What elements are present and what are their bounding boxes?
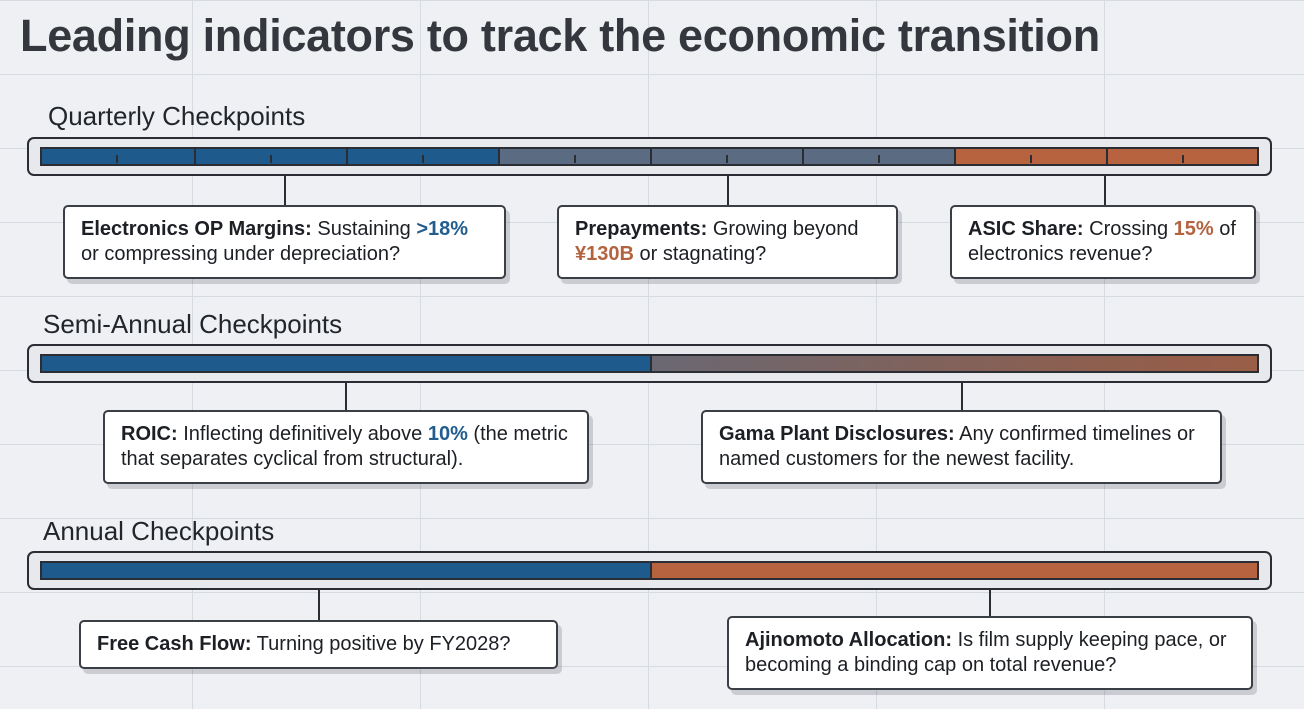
- annual-timeline-bar: [27, 551, 1272, 590]
- quarterly-tick: [878, 155, 880, 163]
- annual-connector-1: [318, 590, 320, 620]
- card-text: Is film supply keeping pace, or becoming…: [745, 629, 1227, 676]
- quarterly-segment-1: [42, 149, 194, 164]
- card-highlight-value: 15%: [1173, 218, 1214, 240]
- quarterly-segment-8: [1106, 149, 1257, 164]
- card-highlight-value: ¥130B: [575, 243, 634, 265]
- card-text: or compressing under depreciation?: [81, 243, 401, 265]
- quarterly-segment-7: [954, 149, 1106, 164]
- card-term: Prepayments:: [575, 218, 708, 240]
- card-text: Turning positive by FY2028?: [251, 633, 511, 655]
- quarterly-segment-4: [498, 149, 650, 164]
- quarterly-segment-2: [194, 149, 346, 164]
- quarterly-tick: [422, 155, 424, 163]
- semiannual-connector-1: [345, 383, 347, 411]
- ajinomoto-allocation-card: Ajinomoto Allocation: Is film supply kee…: [727, 616, 1253, 690]
- semiannual-track: [40, 354, 1259, 373]
- semiannual-timeline-bar: [27, 344, 1272, 383]
- quarterly-connector-1: [284, 176, 286, 206]
- annual-track: [40, 561, 1259, 580]
- quarterly-segment-6: [802, 149, 954, 164]
- quarterly-tick: [270, 155, 272, 163]
- quarterly-tick: [574, 155, 576, 163]
- quarterly-track: [40, 147, 1259, 166]
- annual-segment-2: [650, 563, 1257, 578]
- card-term: Ajinomoto Allocation:: [745, 629, 953, 651]
- card-text: or stagnating?: [633, 243, 767, 265]
- quarterly-tick: [726, 155, 728, 163]
- quarterly-timeline-bar: [27, 137, 1272, 176]
- card-text: Any confirmed timelines or named custome…: [719, 423, 1195, 470]
- quarterly-tick: [116, 155, 118, 163]
- electronics-op-margins-card: Electronics OP Margins: Sustaining >18% …: [63, 205, 506, 279]
- semiannual-section-label: Semi-Annual Checkpoints: [43, 309, 343, 339]
- card-term: Electronics OP Margins:: [81, 218, 312, 240]
- annual-connector-2: [989, 590, 991, 618]
- card-text: Sustaining: [311, 218, 417, 240]
- annual-section-label: Annual Checkpoints: [43, 516, 275, 546]
- semiannual-connector-2: [961, 383, 963, 411]
- quarterly-section-label: Quarterly Checkpoints: [48, 101, 306, 131]
- card-term: Gama Plant Disclosures:: [719, 423, 955, 445]
- page-title: Leading indicators to track the economic…: [20, 10, 1100, 61]
- card-text: Growing beyond: [707, 218, 859, 240]
- free-cash-flow-card: Free Cash Flow: Turning positive by FY20…: [79, 620, 558, 669]
- card-text: of electronics revenue?: [968, 218, 1236, 265]
- card-highlight-value: 10%: [427, 423, 468, 445]
- asic-share-card: ASIC Share: Crossing 15% of electronics …: [950, 205, 1256, 279]
- card-text: Crossing: [1083, 218, 1174, 240]
- card-text: Inflecting definitively above: [177, 423, 428, 445]
- card-term: Free Cash Flow:: [97, 633, 252, 655]
- quarterly-connector-3: [1104, 176, 1106, 206]
- quarterly-connector-2: [727, 176, 729, 206]
- quarterly-tick: [1182, 155, 1184, 163]
- card-text: (the metric that separates cyclical from…: [121, 423, 568, 470]
- semiannual-segment-2: [650, 356, 1257, 371]
- semiannual-segment-1: [42, 356, 650, 371]
- quarterly-tick: [1030, 155, 1032, 163]
- quarterly-segment-5: [650, 149, 802, 164]
- prepayments-card: Prepayments: Growing beyond ¥130B or sta…: [557, 205, 898, 279]
- card-highlight-value: >18%: [416, 218, 469, 240]
- roic-card: ROIC: Inflecting definitively above 10% …: [103, 410, 589, 484]
- annual-segment-1: [42, 563, 650, 578]
- gama-plant-disclosures-card: Gama Plant Disclosures: Any confirmed ti…: [701, 410, 1222, 484]
- quarterly-segment-3: [346, 149, 498, 164]
- card-term: ROIC:: [121, 423, 178, 445]
- card-term: ASIC Share:: [968, 218, 1084, 240]
